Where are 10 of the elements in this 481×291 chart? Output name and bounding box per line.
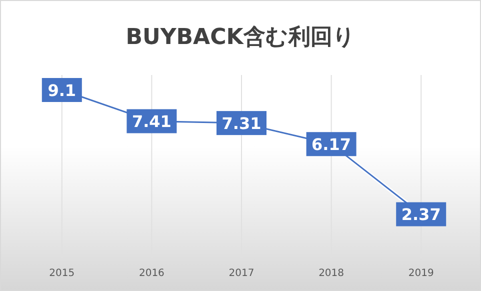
data-label: 2.37 bbox=[401, 205, 441, 224]
data-label: 7.31 bbox=[222, 114, 262, 134]
x-tick-label: 2019 bbox=[408, 268, 434, 279]
x-tick-label: 2015 bbox=[49, 268, 75, 279]
chart-title: BUYBACK含む利回り bbox=[126, 25, 356, 50]
data-label: 6.17 bbox=[312, 135, 352, 154]
x-tick-label: 2018 bbox=[318, 268, 344, 279]
x-tick-label: 2017 bbox=[228, 268, 254, 279]
x-tick-label: 2016 bbox=[138, 268, 164, 279]
data-label: 7.41 bbox=[132, 112, 172, 132]
